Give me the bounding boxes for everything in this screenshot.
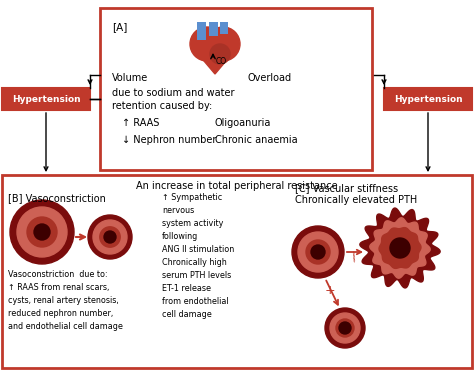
Bar: [2, 175, 472, 368]
Polygon shape: [193, 48, 237, 74]
Text: Hypertension: Hypertension: [12, 94, 80, 103]
Circle shape: [336, 319, 354, 337]
Bar: [197, 22, 206, 40]
Text: Chronic anaemia: Chronic anaemia: [215, 135, 298, 145]
Circle shape: [390, 238, 410, 258]
Text: retention caused by:: retention caused by:: [112, 101, 212, 111]
Text: reduced nephron number,: reduced nephron number,: [8, 309, 113, 318]
Text: /: /: [350, 250, 358, 264]
Text: +: +: [325, 285, 335, 298]
Circle shape: [330, 313, 360, 343]
Circle shape: [206, 27, 240, 61]
Bar: [384, 88, 472, 110]
Polygon shape: [379, 228, 421, 269]
Text: ↑ RAAS: ↑ RAAS: [122, 118, 159, 128]
Text: and endothelial cell damage: and endothelial cell damage: [8, 322, 123, 331]
Bar: [2, 88, 90, 110]
Text: system activity: system activity: [162, 219, 223, 228]
Text: ↑ Sympathetic: ↑ Sympathetic: [162, 193, 222, 202]
Text: Oligoanuria: Oligoanuria: [215, 118, 272, 128]
Text: due to sodium and water: due to sodium and water: [112, 88, 235, 98]
Bar: [209, 22, 218, 36]
Circle shape: [10, 200, 74, 264]
Circle shape: [306, 240, 330, 264]
Circle shape: [298, 232, 338, 272]
Text: Vasoconstriction  due to:: Vasoconstriction due to:: [8, 270, 108, 279]
Text: cysts, renal artery stenosis,: cysts, renal artery stenosis,: [8, 296, 119, 305]
Text: from endothelial: from endothelial: [162, 297, 228, 306]
Circle shape: [88, 215, 132, 259]
Text: CO: CO: [216, 57, 227, 66]
Polygon shape: [360, 208, 440, 288]
Circle shape: [27, 217, 57, 247]
Text: Chronically high: Chronically high: [162, 258, 227, 267]
Text: Chronically elevated PTH: Chronically elevated PTH: [295, 195, 417, 205]
Text: serum PTH levels: serum PTH levels: [162, 271, 231, 280]
Text: [C] Vascular stiffness: [C] Vascular stiffness: [295, 183, 398, 193]
Text: cell damage: cell damage: [162, 310, 212, 319]
Text: following: following: [162, 232, 198, 241]
Text: Overload: Overload: [248, 73, 292, 83]
Text: nervous: nervous: [162, 206, 194, 215]
Circle shape: [190, 27, 224, 61]
Circle shape: [100, 227, 120, 247]
Circle shape: [325, 308, 365, 348]
Circle shape: [339, 322, 351, 334]
Text: ↑ RAAS from renal scars,: ↑ RAAS from renal scars,: [8, 283, 109, 292]
Circle shape: [104, 231, 116, 243]
Text: ANG II stimulation: ANG II stimulation: [162, 245, 234, 254]
Text: Volume: Volume: [112, 73, 148, 83]
Polygon shape: [370, 218, 430, 278]
Text: An increase in total peripheral resistance: An increase in total peripheral resistan…: [136, 181, 338, 191]
Text: Hypertension: Hypertension: [394, 94, 462, 103]
Text: [A]: [A]: [112, 22, 128, 32]
Circle shape: [93, 220, 127, 254]
Text: ↓ Nephron number: ↓ Nephron number: [122, 135, 216, 145]
Circle shape: [311, 245, 325, 259]
Circle shape: [210, 44, 230, 64]
Bar: [220, 22, 228, 34]
Text: [B] Vasoconstriction: [B] Vasoconstriction: [8, 193, 106, 203]
Text: ET-1 release: ET-1 release: [162, 284, 211, 293]
Bar: [100, 8, 372, 170]
Circle shape: [34, 224, 50, 240]
Circle shape: [292, 226, 344, 278]
Circle shape: [17, 207, 67, 257]
